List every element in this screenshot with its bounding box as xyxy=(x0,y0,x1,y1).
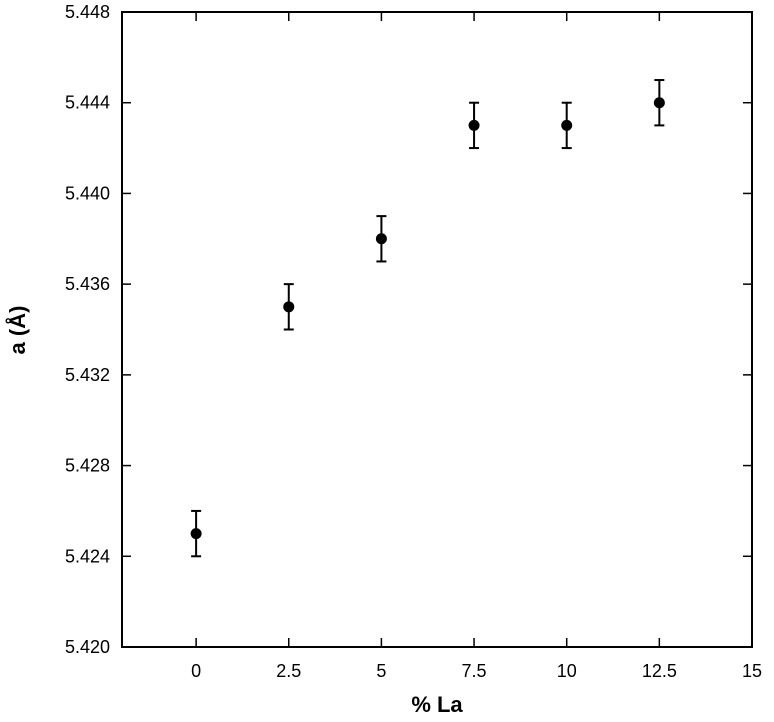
x-tick-label: 7.5 xyxy=(462,661,487,681)
y-tick-label: 5.424 xyxy=(65,546,110,566)
y-tick-label: 5.444 xyxy=(65,93,110,113)
x-tick-label: 0 xyxy=(191,661,201,681)
y-tick-label: 5.440 xyxy=(65,183,110,203)
y-tick-label: 5.448 xyxy=(65,2,110,22)
y-tick-label: 5.432 xyxy=(65,365,110,385)
x-tick-label: 5 xyxy=(376,661,386,681)
data-points xyxy=(190,79,665,558)
y-axis-label: a (Å) xyxy=(4,306,30,355)
x-axis-label: % La xyxy=(411,692,463,717)
x-axis-ticks: 0 2.5 5 7.5 10 12.5 15 xyxy=(191,12,762,681)
x-tick-label: 10 xyxy=(557,661,577,681)
y-axis-ticks: 5.420 5.424 5.428 5.432 5.436 5.440 5.444 5.448 xyxy=(65,2,752,657)
data-point xyxy=(283,301,295,313)
x-tick-label: 2.5 xyxy=(276,661,301,681)
x-tick-label: 15 xyxy=(742,661,762,681)
y-tick-label: 5.436 xyxy=(65,274,110,294)
data-point xyxy=(190,528,202,540)
plot-frame xyxy=(121,11,753,648)
x-tick-label: 12.5 xyxy=(642,661,677,681)
data-point xyxy=(375,233,387,245)
data-point xyxy=(468,119,480,131)
y-tick-label: 5.420 xyxy=(65,637,110,657)
data-point xyxy=(561,119,573,131)
data-point xyxy=(653,97,665,109)
y-tick-label: 5.428 xyxy=(65,456,110,476)
